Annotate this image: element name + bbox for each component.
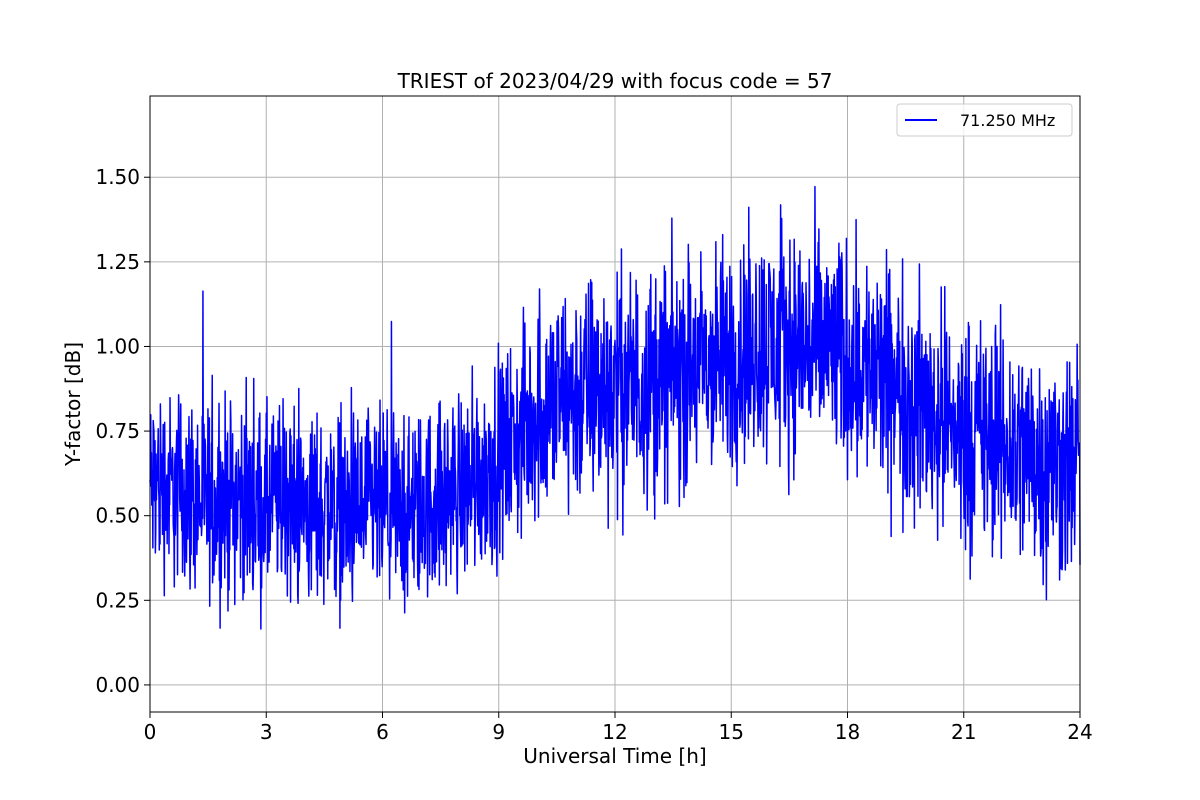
x-tick-label: 6	[376, 720, 389, 744]
x-tick-label: 3	[260, 720, 273, 744]
legend-entry-label: 71.250 MHz	[960, 111, 1055, 130]
y-tick-label: 0.00	[95, 673, 140, 697]
series-line-71-250-mhz	[149, 185, 1081, 630]
y-axis-label: Y-factor [dB]	[61, 342, 85, 467]
x-tick-label: 9	[492, 720, 505, 744]
y-tick-label: 0.25	[95, 588, 140, 612]
x-tick-label: 24	[1067, 720, 1092, 744]
plot-area	[149, 185, 1081, 630]
x-tick-label: 12	[602, 720, 627, 744]
y-tick-label: 0.50	[95, 504, 140, 528]
x-tick-label: 0	[144, 720, 157, 744]
y-tick-label: 0.75	[95, 419, 140, 443]
legend: 71.250 MHz	[896, 103, 1073, 137]
y-tick-label: 1.50	[95, 165, 140, 189]
y-tick-label: 1.00	[95, 334, 140, 358]
x-axis-label: Universal Time [h]	[523, 744, 706, 768]
chart-title: TRIEST of 2023/04/29 with focus code = 5…	[397, 69, 833, 93]
tick-layer: 0 3 6 9 12 15 18 21 24 0.00 0.25 0.50 0.75 1.00 1.25 1.…	[95, 165, 1092, 744]
x-tick-label: 15	[719, 720, 744, 744]
y-tick-label: 1.25	[95, 250, 140, 274]
x-tick-label: 18	[835, 720, 860, 744]
legend-box	[896, 103, 1073, 137]
x-tick-label: 21	[951, 720, 976, 744]
